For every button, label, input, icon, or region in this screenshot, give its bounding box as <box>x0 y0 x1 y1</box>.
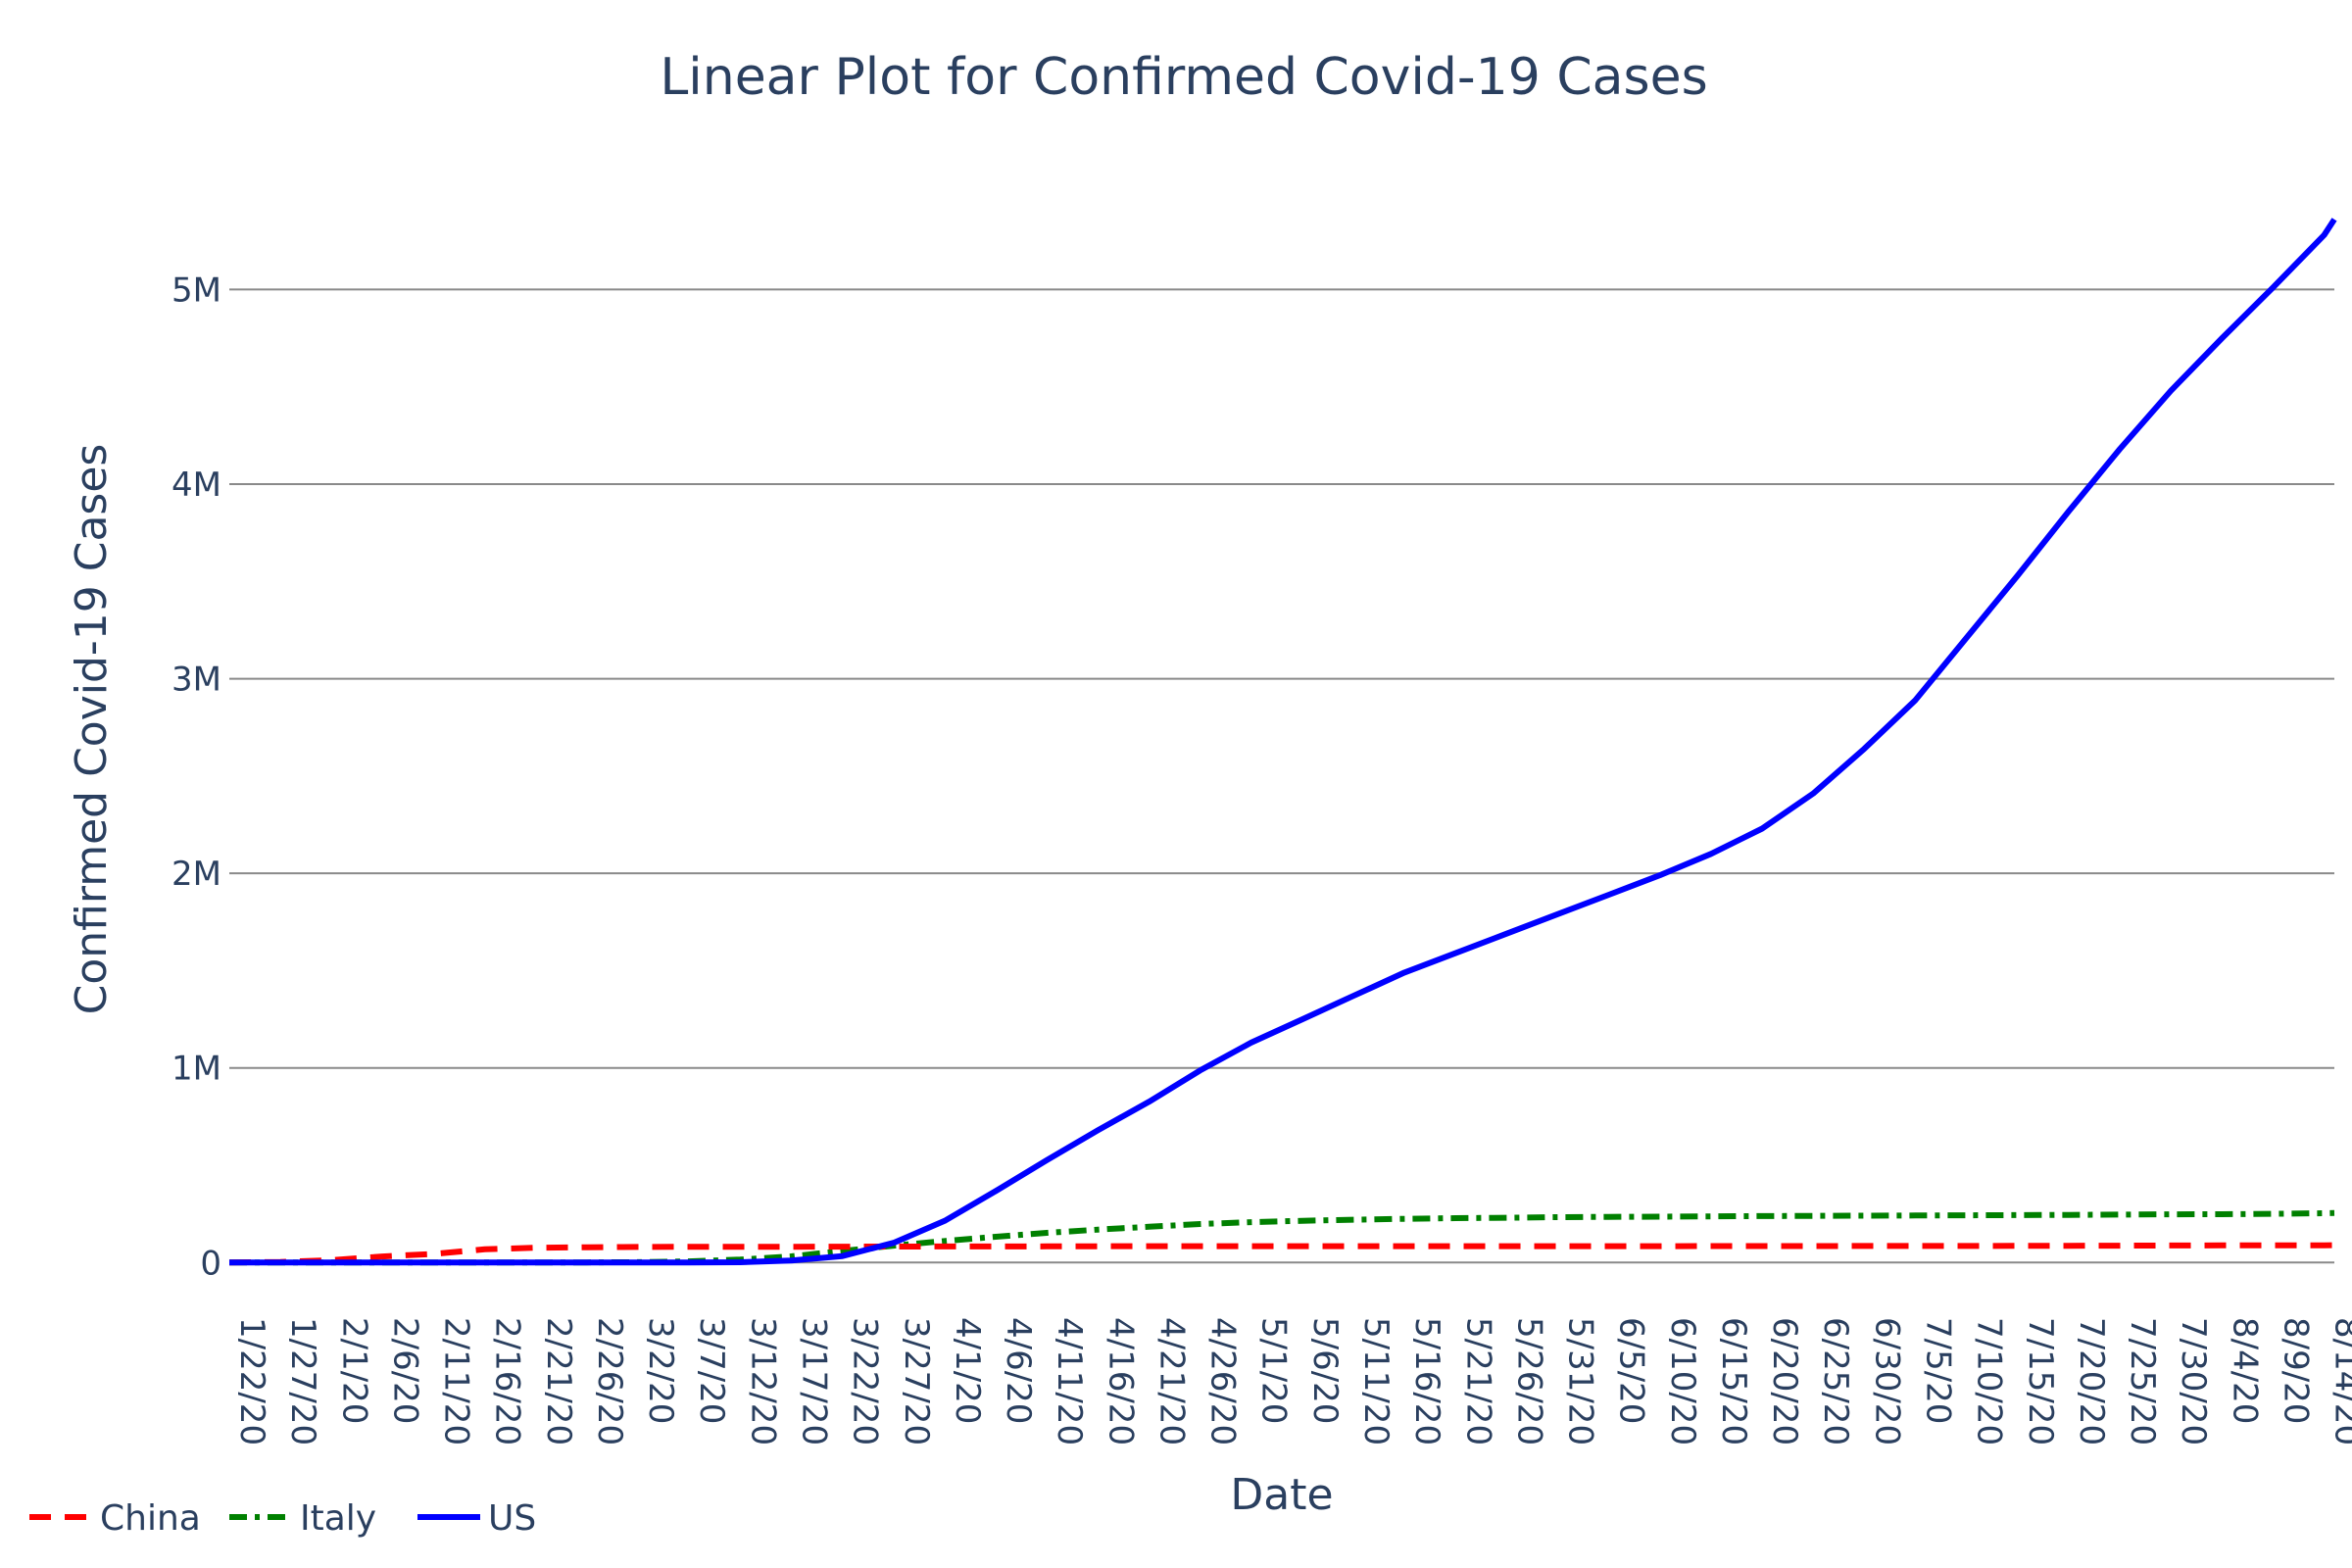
x-tick-label: 5/11/20 <box>1356 1317 1396 1446</box>
x-tick-label: 2/6/20 <box>385 1317 424 1424</box>
x-axis-title: Date <box>1230 1470 1333 1520</box>
y-tick-label: 5M <box>172 270 221 310</box>
x-tick-label: 3/27/20 <box>897 1317 936 1446</box>
x-tick-label: 1/27/20 <box>283 1317 322 1446</box>
x-tick-label: 6/10/20 <box>1663 1317 1702 1446</box>
x-tick-labels: 1/22/20 1/27/20 2/1/20 2/6/20 2/11/20 2/16/20… <box>232 1317 2352 1446</box>
legend-label-us: US <box>488 1498 536 1539</box>
x-tick-label: 3/7/20 <box>692 1317 731 1424</box>
x-tick-label: 3/2/20 <box>641 1317 680 1424</box>
legend: China Italy US <box>29 1498 536 1539</box>
x-tick-label: 2/16/20 <box>488 1317 527 1446</box>
chart-title: Linear Plot for Confirmed Covid-19 Cases <box>660 48 1707 107</box>
y-tick-label: 3M <box>172 661 221 700</box>
x-tick-label: 4/11/20 <box>1050 1317 1089 1446</box>
series-line-us <box>229 218 2337 1266</box>
x-tick-label: 2/21/20 <box>539 1317 578 1446</box>
x-tick-label: 8/14/20 <box>2328 1317 2352 1446</box>
x-tick-label: 4/16/20 <box>1101 1317 1140 1446</box>
x-tick-label: 4/1/20 <box>948 1317 987 1424</box>
x-tick-label: 4/26/20 <box>1203 1317 1243 1446</box>
x-tick-label: 5/21/20 <box>1458 1317 1497 1446</box>
x-tick-label: 7/5/20 <box>1918 1317 1957 1424</box>
legend-label-italy: Italy <box>300 1498 376 1539</box>
gridlines <box>229 288 2334 1264</box>
x-tick-label: 2/11/20 <box>437 1317 476 1446</box>
legend-label-china: China <box>100 1498 201 1539</box>
x-tick-label: 2/26/20 <box>590 1317 629 1446</box>
series-lines <box>228 218 2337 1266</box>
x-tick-label: 7/15/20 <box>2021 1317 2060 1446</box>
x-tick-label: 6/25/20 <box>1816 1317 1855 1446</box>
x-tick-label: 4/6/20 <box>999 1317 1038 1424</box>
y-tick-label: 4M <box>172 466 221 505</box>
x-tick-label: 7/25/20 <box>2123 1317 2162 1446</box>
x-tick-label: 5/31/20 <box>1561 1317 1600 1446</box>
x-tick-label: 7/20/20 <box>2072 1317 2111 1446</box>
x-tick-label: 5/16/20 <box>1407 1317 1446 1446</box>
x-tick-label: 6/30/20 <box>1867 1317 1906 1446</box>
x-tick-label: 3/22/20 <box>846 1317 885 1446</box>
y-tick-labels: 0 1M 2M 3M 4M 5M <box>172 270 221 1283</box>
x-tick-label: 6/15/20 <box>1714 1317 1753 1446</box>
x-tick-label: 7/10/20 <box>1970 1317 2009 1446</box>
x-tick-label: 5/26/20 <box>1509 1317 1548 1446</box>
x-tick-label: 5/1/20 <box>1254 1317 1294 1424</box>
y-axis-title: Confirmed Covid-19 Cases <box>67 444 117 1015</box>
x-tick-label: 3/12/20 <box>743 1317 782 1446</box>
x-tick-label: 8/4/20 <box>2225 1317 2264 1424</box>
y-tick-label: 0 <box>200 1244 221 1283</box>
x-tick-label: 5/6/20 <box>1305 1317 1345 1424</box>
series-line-china <box>228 1242 2335 1266</box>
x-tick-label: 8/9/20 <box>2276 1317 2315 1424</box>
x-tick-label: 2/1/20 <box>334 1317 373 1424</box>
x-tick-label: 3/17/20 <box>794 1317 833 1446</box>
x-tick-label: 1/22/20 <box>232 1317 271 1446</box>
x-tick-label: 7/30/20 <box>2174 1317 2213 1446</box>
y-tick-label: 2M <box>172 855 221 894</box>
series-line-italy <box>229 1209 2335 1266</box>
x-tick-label: 6/20/20 <box>1765 1317 1804 1446</box>
x-tick-label: 4/21/20 <box>1152 1317 1191 1446</box>
y-tick-label: 1M <box>172 1050 221 1089</box>
x-tick-label: 6/5/20 <box>1612 1317 1651 1424</box>
